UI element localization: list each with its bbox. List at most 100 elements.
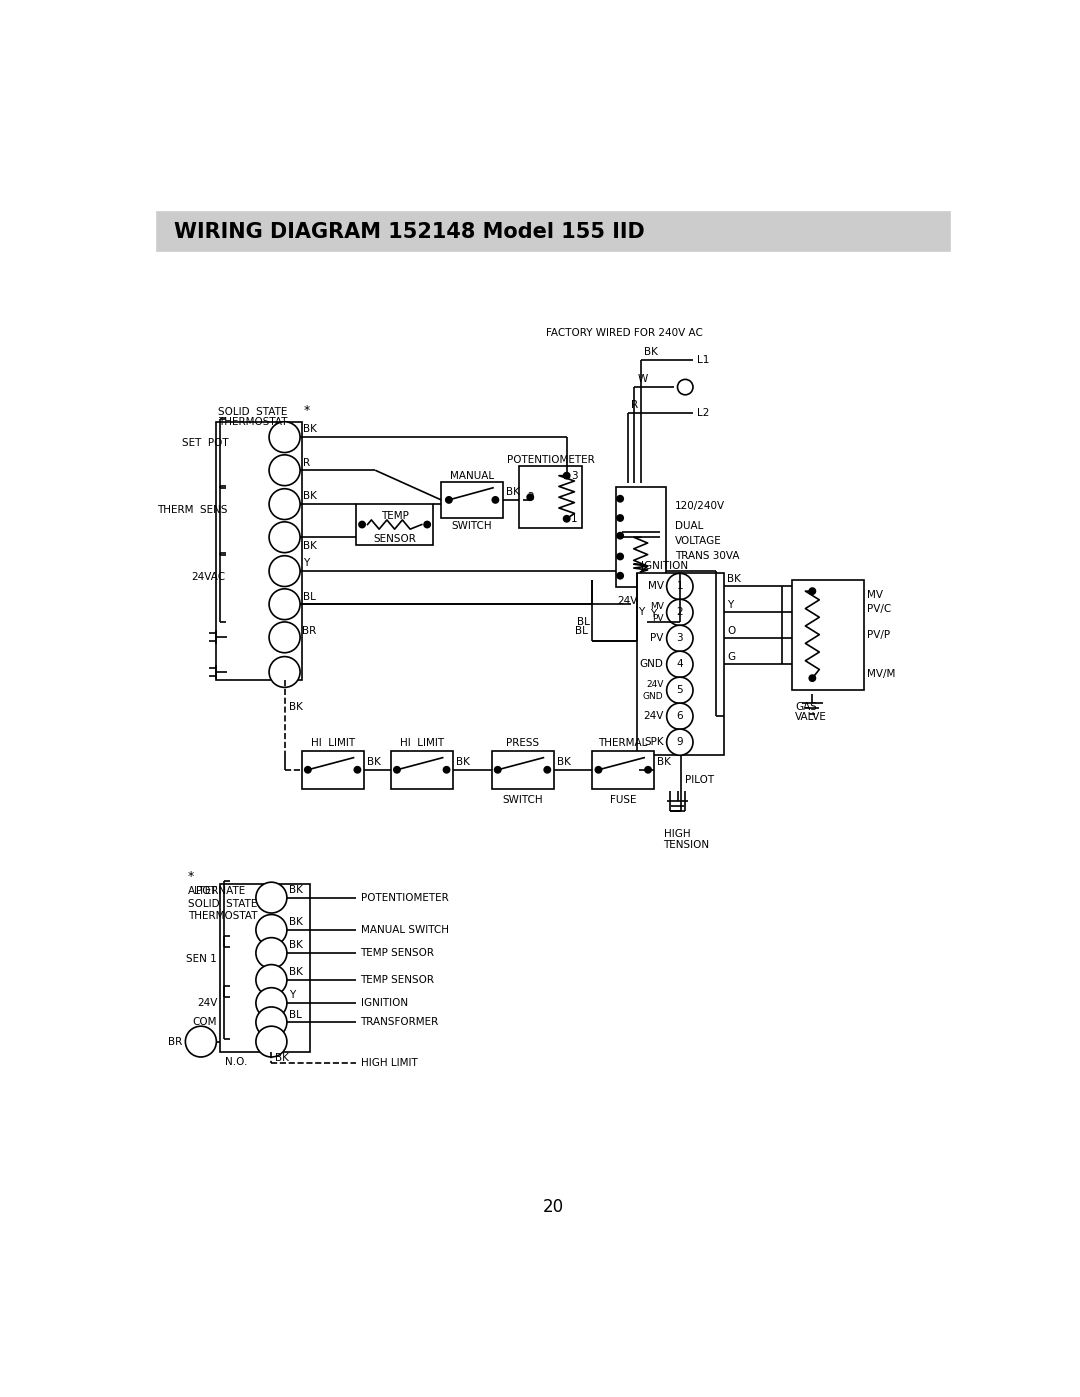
Text: BK: BK	[644, 348, 658, 358]
Text: Y: Y	[650, 609, 657, 619]
Text: BK: BK	[367, 757, 380, 767]
Text: 9: 9	[676, 738, 684, 747]
Text: 6: 6	[676, 711, 684, 721]
Circle shape	[564, 472, 570, 479]
Text: *: *	[188, 869, 194, 883]
Text: G: G	[727, 651, 735, 662]
Text: ALTERNATE: ALTERNATE	[188, 887, 246, 897]
Text: FACTORY WIRED FOR 240V AC: FACTORY WIRED FOR 240V AC	[545, 328, 703, 338]
Text: 1: 1	[571, 514, 578, 524]
Text: GND: GND	[639, 659, 663, 669]
Bar	[220, 884, 310, 1052]
Text: GND: GND	[643, 692, 663, 701]
Text: TEMP: TEMP	[380, 511, 408, 521]
Text: Y: Y	[727, 599, 733, 609]
Bar	[356, 504, 433, 545]
Text: BK: BK	[556, 757, 570, 767]
Circle shape	[617, 553, 623, 560]
Circle shape	[444, 767, 449, 773]
Bar	[391, 750, 453, 789]
Circle shape	[617, 532, 623, 539]
Bar	[301, 750, 364, 789]
Text: MANUAL: MANUAL	[450, 471, 495, 481]
Text: L2: L2	[697, 408, 710, 418]
Text: HIGH: HIGH	[663, 828, 690, 838]
Text: 24V: 24V	[617, 597, 637, 606]
Bar	[793, 580, 864, 690]
Text: THERMOSTAT: THERMOSTAT	[188, 911, 257, 921]
Text: R: R	[303, 458, 310, 468]
Text: BR: BR	[168, 1037, 183, 1046]
Circle shape	[617, 496, 623, 502]
Text: 120/240V: 120/240V	[675, 502, 726, 511]
Text: Y: Y	[303, 559, 310, 569]
Text: TRANS 30VA: TRANS 30VA	[675, 552, 740, 562]
Circle shape	[666, 729, 693, 756]
Text: THERM  SENS: THERM SENS	[157, 506, 227, 515]
Text: THERMOSTAT: THERMOSTAT	[218, 416, 287, 426]
Text: *: *	[303, 404, 310, 416]
Text: 2: 2	[676, 608, 684, 617]
Circle shape	[269, 489, 300, 520]
Circle shape	[269, 455, 300, 486]
Circle shape	[677, 380, 693, 395]
Text: MV: MV	[648, 581, 663, 591]
Text: 24VAC: 24VAC	[191, 573, 225, 583]
Circle shape	[256, 1027, 287, 1058]
Text: 3: 3	[676, 633, 684, 644]
Text: SENSOR: SENSOR	[374, 534, 416, 543]
Circle shape	[424, 521, 430, 528]
Circle shape	[394, 767, 400, 773]
Bar	[592, 750, 654, 789]
Text: 5: 5	[676, 686, 684, 696]
Text: 20: 20	[543, 1199, 564, 1217]
Text: TEMP SENSOR: TEMP SENSOR	[361, 975, 434, 985]
Text: 24V: 24V	[197, 997, 217, 1009]
Text: BK: BK	[727, 574, 741, 584]
Text: WIRING DIAGRAM 152148 Model 155 IID: WIRING DIAGRAM 152148 Model 155 IID	[174, 222, 645, 242]
Circle shape	[256, 882, 287, 914]
Text: FUSE: FUSE	[610, 795, 636, 805]
Text: SOLID  STATE: SOLID STATE	[218, 407, 287, 416]
Text: BK: BK	[303, 425, 318, 434]
Circle shape	[269, 622, 300, 652]
Text: BR: BR	[301, 626, 315, 636]
Text: MV: MV	[650, 602, 663, 610]
Circle shape	[492, 497, 499, 503]
Circle shape	[256, 937, 287, 968]
Circle shape	[645, 767, 651, 773]
Text: BK: BK	[507, 488, 521, 497]
Circle shape	[666, 678, 693, 703]
Text: TEMP SENSOR: TEMP SENSOR	[361, 949, 434, 958]
Circle shape	[617, 515, 623, 521]
Circle shape	[527, 495, 534, 500]
Circle shape	[564, 515, 570, 522]
Text: BK: BK	[303, 542, 318, 552]
Text: BK: BK	[274, 1053, 288, 1063]
Text: L1: L1	[697, 355, 710, 365]
Text: TRANSFORMER: TRANSFORMER	[361, 1017, 438, 1027]
Text: SET  POT: SET POT	[181, 439, 228, 448]
Text: COM: COM	[192, 1017, 217, 1027]
Circle shape	[809, 675, 815, 682]
Circle shape	[544, 767, 551, 773]
Text: GAS: GAS	[795, 701, 818, 711]
Bar	[157, 212, 950, 251]
Text: PV: PV	[652, 615, 663, 623]
Text: BK: BK	[289, 940, 303, 950]
Circle shape	[256, 988, 287, 1018]
Text: Y: Y	[637, 606, 644, 617]
Text: 1: 1	[676, 581, 684, 591]
Circle shape	[269, 556, 300, 587]
Text: BK: BK	[289, 967, 303, 978]
Circle shape	[256, 964, 287, 996]
Text: BL: BL	[303, 591, 316, 602]
Text: Y: Y	[289, 990, 296, 1000]
Text: PRESS: PRESS	[505, 738, 539, 747]
Text: 4: 4	[676, 659, 684, 669]
Circle shape	[186, 1027, 216, 1058]
Text: BK: BK	[456, 757, 470, 767]
Text: THERMAL: THERMAL	[598, 738, 648, 747]
Circle shape	[666, 651, 693, 678]
Bar	[637, 573, 724, 756]
